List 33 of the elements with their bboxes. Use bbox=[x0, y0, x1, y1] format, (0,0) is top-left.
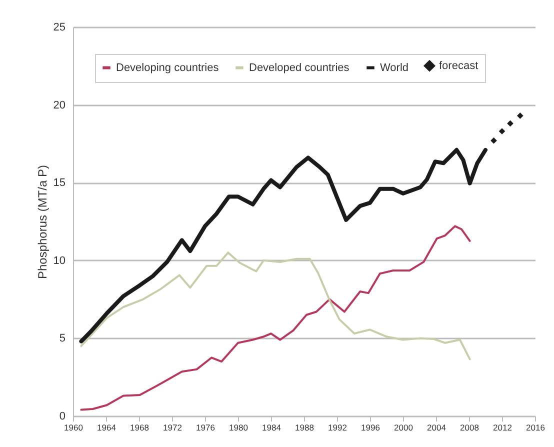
y-tick-label: 15 bbox=[53, 177, 66, 190]
x-tick-label: 2012 bbox=[493, 422, 512, 432]
y-axis-title: Phosphorus (MT/a P) bbox=[35, 164, 50, 280]
line-series bbox=[79, 148, 488, 344]
x-tick-label: 1988 bbox=[295, 422, 314, 432]
y-tick-label: 0 bbox=[59, 410, 66, 422]
legend-label: Developed countries bbox=[249, 62, 350, 74]
point bbox=[516, 112, 524, 119]
x-tick-label: 1980 bbox=[229, 422, 248, 432]
y-tick-label: 5 bbox=[59, 332, 66, 345]
x-tick-label: 1976 bbox=[196, 422, 216, 432]
x-tick-label: 2004 bbox=[427, 422, 446, 432]
x-tick-label: 1972 bbox=[163, 422, 182, 432]
x-tick-label: 1964 bbox=[97, 422, 116, 432]
x-tick-label: 1992 bbox=[328, 422, 348, 432]
point bbox=[498, 128, 506, 134]
point bbox=[507, 120, 514, 127]
x-tick-label: 1960 bbox=[64, 422, 84, 432]
legend-label: World bbox=[380, 62, 409, 74]
x-tick-label: 2008 bbox=[460, 422, 480, 432]
x-tick-label: 1968 bbox=[130, 422, 150, 432]
y-tick-label: 25 bbox=[53, 22, 66, 34]
legend-label: Developing countries bbox=[116, 62, 220, 74]
x-tick-label: 1984 bbox=[262, 422, 282, 432]
point bbox=[490, 137, 497, 144]
line-series bbox=[80, 252, 471, 360]
x-tick-label: 1996 bbox=[361, 422, 380, 432]
x-tick-label: 2016 bbox=[526, 422, 546, 432]
legend-label: forecast bbox=[439, 60, 478, 72]
x-tick-label: 2000 bbox=[394, 422, 414, 432]
y-tick-label: 20 bbox=[53, 99, 66, 112]
y-tick-label: 10 bbox=[53, 254, 66, 267]
line-series bbox=[80, 225, 471, 411]
